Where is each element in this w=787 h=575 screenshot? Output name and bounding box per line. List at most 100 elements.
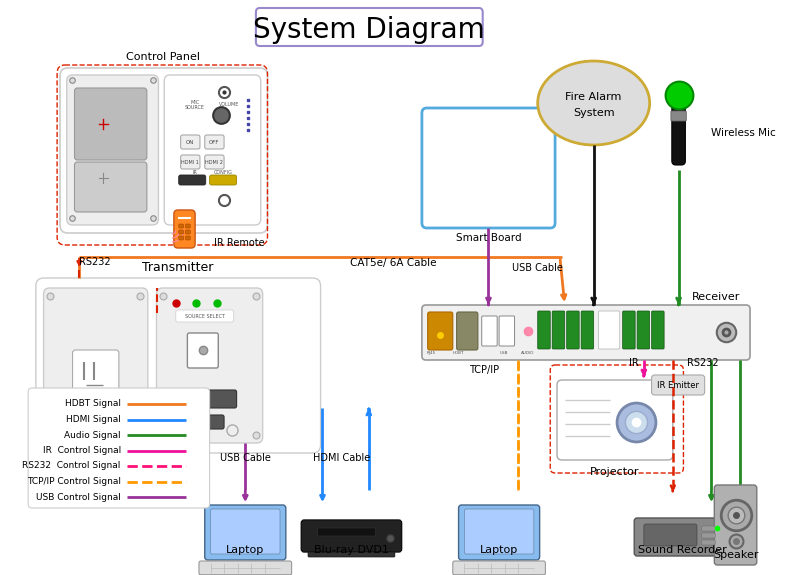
FancyBboxPatch shape [652,375,704,395]
FancyBboxPatch shape [552,311,565,349]
FancyBboxPatch shape [75,88,147,160]
Text: Projector: Projector [590,467,640,477]
Text: IR: IR [193,170,198,174]
FancyBboxPatch shape [176,310,234,322]
Text: CAT5e/ 6A Cable: CAT5e/ 6A Cable [349,258,436,268]
Text: SOURCE SELECT: SOURCE SELECT [185,313,225,319]
FancyBboxPatch shape [179,230,183,234]
FancyBboxPatch shape [459,505,540,560]
FancyBboxPatch shape [67,75,158,225]
FancyBboxPatch shape [187,333,218,368]
Text: Laptop: Laptop [480,545,518,555]
Text: AUDIO: AUDIO [521,351,534,355]
Text: IR  Control Signal: IR Control Signal [42,446,120,455]
Text: Laptop: Laptop [226,545,264,555]
FancyBboxPatch shape [205,505,286,560]
Text: Blu-ray DVD1: Blu-ray DVD1 [314,545,389,555]
FancyBboxPatch shape [43,288,148,443]
FancyBboxPatch shape [318,528,375,536]
FancyBboxPatch shape [422,305,750,360]
Text: Wireless Mic: Wireless Mic [711,128,776,138]
FancyBboxPatch shape [205,135,224,149]
Text: RS232: RS232 [687,358,719,368]
FancyBboxPatch shape [181,135,200,149]
FancyBboxPatch shape [644,524,697,546]
Text: HDMI 2: HDMI 2 [205,159,224,164]
FancyBboxPatch shape [157,288,263,443]
FancyBboxPatch shape [186,230,190,234]
FancyBboxPatch shape [199,561,292,575]
FancyBboxPatch shape [702,526,715,531]
Text: RJ45: RJ45 [427,351,436,355]
Text: MIC
SOURCE: MIC SOURCE [185,99,205,110]
Text: Sound Recorder: Sound Recorder [638,545,727,555]
FancyBboxPatch shape [672,105,685,165]
FancyBboxPatch shape [422,108,555,228]
FancyBboxPatch shape [308,552,395,557]
FancyBboxPatch shape [538,311,550,349]
FancyBboxPatch shape [181,155,200,169]
Text: CONFIG: CONFIG [213,170,232,174]
FancyBboxPatch shape [179,224,183,228]
Text: VOLUME: VOLUME [219,102,239,108]
FancyBboxPatch shape [499,316,515,346]
Text: Smart Board: Smart Board [456,233,521,243]
FancyBboxPatch shape [164,75,260,225]
FancyBboxPatch shape [464,509,534,554]
Text: Receiver: Receiver [692,292,741,302]
Text: System: System [573,108,615,118]
FancyBboxPatch shape [702,540,715,545]
FancyBboxPatch shape [72,350,119,410]
Text: HDBT: HDBT [453,351,464,355]
FancyBboxPatch shape [301,520,401,552]
Text: TCP/IP: TCP/IP [469,365,499,375]
Text: USB Control Signal: USB Control Signal [36,493,120,501]
Text: HDMI Cable: HDMI Cable [313,453,371,463]
Text: HDBT Signal: HDBT Signal [65,400,120,408]
Text: System Diagram: System Diagram [253,16,485,44]
FancyBboxPatch shape [581,311,593,349]
Text: USB Cable: USB Cable [512,263,563,273]
FancyBboxPatch shape [671,111,686,121]
FancyBboxPatch shape [652,311,664,349]
Text: OFF: OFF [209,140,220,144]
Text: USB Cable: USB Cable [220,453,271,463]
Text: Speaker: Speaker [713,550,759,560]
Text: RS232  Control Signal: RS232 Control Signal [22,462,120,470]
Text: RS232: RS232 [79,257,111,267]
Text: HDMI 1: HDMI 1 [181,159,199,164]
FancyBboxPatch shape [715,485,757,565]
FancyBboxPatch shape [75,162,147,212]
FancyBboxPatch shape [60,68,268,233]
FancyBboxPatch shape [186,236,190,240]
Text: IR: IR [630,358,639,368]
Text: HDMI Signal: HDMI Signal [66,415,120,424]
Text: ON: ON [186,140,194,144]
FancyBboxPatch shape [179,175,205,185]
FancyBboxPatch shape [174,210,195,248]
FancyBboxPatch shape [702,533,715,538]
Text: Transmitter: Transmitter [142,261,213,274]
Text: IR Emitter: IR Emitter [656,381,699,389]
Text: USB: USB [500,351,508,355]
FancyBboxPatch shape [567,311,579,349]
FancyBboxPatch shape [211,509,280,554]
FancyBboxPatch shape [456,312,478,350]
FancyBboxPatch shape [36,278,320,453]
FancyBboxPatch shape [183,390,237,408]
FancyBboxPatch shape [557,380,673,460]
FancyBboxPatch shape [183,415,224,429]
FancyBboxPatch shape [256,8,482,46]
FancyBboxPatch shape [427,312,453,350]
FancyBboxPatch shape [28,388,209,508]
Text: IR Remote: IR Remote [214,238,265,248]
FancyBboxPatch shape [598,311,619,349]
FancyBboxPatch shape [482,316,497,346]
FancyBboxPatch shape [179,236,183,240]
FancyBboxPatch shape [186,224,190,228]
FancyBboxPatch shape [205,155,224,169]
Text: Control Panel: Control Panel [126,52,200,62]
Ellipse shape [538,61,649,145]
FancyBboxPatch shape [453,561,545,575]
FancyBboxPatch shape [634,518,730,556]
